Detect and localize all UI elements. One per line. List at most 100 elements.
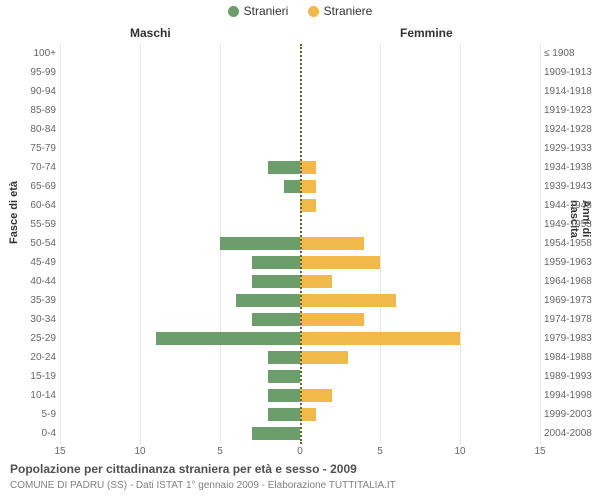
age-label: 80-84 xyxy=(0,120,56,139)
bar-female xyxy=(300,351,348,364)
female-bars-container xyxy=(300,44,540,444)
age-label: 35-39 xyxy=(0,291,56,310)
birth-year-label: 1964-1968 xyxy=(544,272,600,291)
bar-male xyxy=(156,332,300,345)
bar-row-male xyxy=(60,405,300,424)
legend: Stranieri Straniere xyxy=(0,4,600,20)
bar-row-female xyxy=(300,253,540,272)
birth-year-label: 2004-2008 xyxy=(544,424,600,443)
bar-row-male xyxy=(60,367,300,386)
x-tick-label: 5 xyxy=(217,446,223,457)
birth-year-label: 1999-2003 xyxy=(544,405,600,424)
x-tick-label: 15 xyxy=(54,446,65,457)
bar-row-female xyxy=(300,63,540,82)
birth-year-label: 1954-1958 xyxy=(544,234,600,253)
chart-title: Popolazione per cittadinanza straniera p… xyxy=(10,462,357,476)
x-tick-label: 5 xyxy=(377,446,383,457)
bar-row-female xyxy=(300,82,540,101)
column-header-male: Maschi xyxy=(130,26,171,40)
bar-row-female xyxy=(300,291,540,310)
bar-male xyxy=(268,389,300,402)
x-tick-label: 15 xyxy=(534,446,545,457)
birth-year-label: 1914-1918 xyxy=(544,82,600,101)
bar-female xyxy=(300,332,460,345)
age-label: 20-24 xyxy=(0,348,56,367)
x-tick-label: 10 xyxy=(454,446,465,457)
bar-row-female xyxy=(300,196,540,215)
birth-year-label: 1919-1923 xyxy=(544,101,600,120)
bar-row-male xyxy=(60,101,300,120)
birth-year-label: 1979-1983 xyxy=(544,329,600,348)
birth-year-label: 1909-1913 xyxy=(544,63,600,82)
chart-subtitle: COMUNE DI PADRU (SS) - Dati ISTAT 1° gen… xyxy=(10,480,396,491)
legend-item-male: Stranieri xyxy=(228,4,289,18)
x-tick-label: 10 xyxy=(134,446,145,457)
bar-male xyxy=(268,408,300,421)
birth-year-label: 1949-1953 xyxy=(544,215,600,234)
age-label: 95-99 xyxy=(0,63,56,82)
bar-female xyxy=(300,313,364,326)
bar-row-female xyxy=(300,120,540,139)
bar-row-female xyxy=(300,310,540,329)
bar-row-male xyxy=(60,253,300,272)
bar-male xyxy=(284,180,300,193)
age-label: 10-14 xyxy=(0,386,56,405)
age-label: 55-59 xyxy=(0,215,56,234)
legend-swatch-female xyxy=(308,6,319,17)
bar-male xyxy=(268,351,300,364)
age-label: 65-69 xyxy=(0,177,56,196)
bar-female xyxy=(300,180,316,193)
bar-row-male xyxy=(60,348,300,367)
plot-area xyxy=(60,44,540,444)
bar-row-male xyxy=(60,310,300,329)
bar-row-female xyxy=(300,367,540,386)
bar-row-male xyxy=(60,44,300,63)
age-label: 15-19 xyxy=(0,367,56,386)
bar-row-female xyxy=(300,348,540,367)
birth-year-label: 1989-1993 xyxy=(544,367,600,386)
birth-year-label: 1924-1928 xyxy=(544,120,600,139)
age-label: 75-79 xyxy=(0,139,56,158)
age-label: 90-94 xyxy=(0,82,56,101)
legend-swatch-male xyxy=(228,6,239,17)
bar-row-female xyxy=(300,329,540,348)
bar-row-female xyxy=(300,177,540,196)
bar-female xyxy=(300,275,332,288)
legend-item-female: Straniere xyxy=(308,4,373,18)
bar-row-female xyxy=(300,234,540,253)
population-pyramid-chart: Stranieri Straniere Maschi Femmine Fasce… xyxy=(0,0,600,500)
age-label: 25-29 xyxy=(0,329,56,348)
birth-year-label: 1984-1988 xyxy=(544,348,600,367)
birth-year-label: 1939-1943 xyxy=(544,177,600,196)
bar-row-male xyxy=(60,234,300,253)
birth-year-label: 1934-1938 xyxy=(544,158,600,177)
bar-row-female xyxy=(300,139,540,158)
age-label: 5-9 xyxy=(0,405,56,424)
bar-row-male xyxy=(60,158,300,177)
bar-female xyxy=(300,294,396,307)
bar-female xyxy=(300,256,380,269)
bar-row-female xyxy=(300,272,540,291)
bar-row-female xyxy=(300,101,540,120)
bar-male xyxy=(268,370,300,383)
age-label: 100+ xyxy=(0,44,56,63)
bar-female xyxy=(300,161,316,174)
age-label: 40-44 xyxy=(0,272,56,291)
bar-row-female xyxy=(300,405,540,424)
x-tick-label: 0 xyxy=(297,446,303,457)
bar-male xyxy=(268,161,300,174)
center-axis-line xyxy=(300,44,302,444)
age-label: 30-34 xyxy=(0,310,56,329)
grid-line xyxy=(540,44,541,444)
birth-year-label: 1969-1973 xyxy=(544,291,600,310)
bar-male xyxy=(252,313,300,326)
birth-year-label: 1994-1998 xyxy=(544,386,600,405)
bar-row-female xyxy=(300,424,540,443)
legend-label-female: Straniere xyxy=(324,4,373,18)
legend-label-male: Stranieri xyxy=(244,4,289,18)
bar-row-male xyxy=(60,329,300,348)
bar-row-male xyxy=(60,196,300,215)
age-label: 50-54 xyxy=(0,234,56,253)
bar-row-male xyxy=(60,82,300,101)
bar-row-male xyxy=(60,272,300,291)
